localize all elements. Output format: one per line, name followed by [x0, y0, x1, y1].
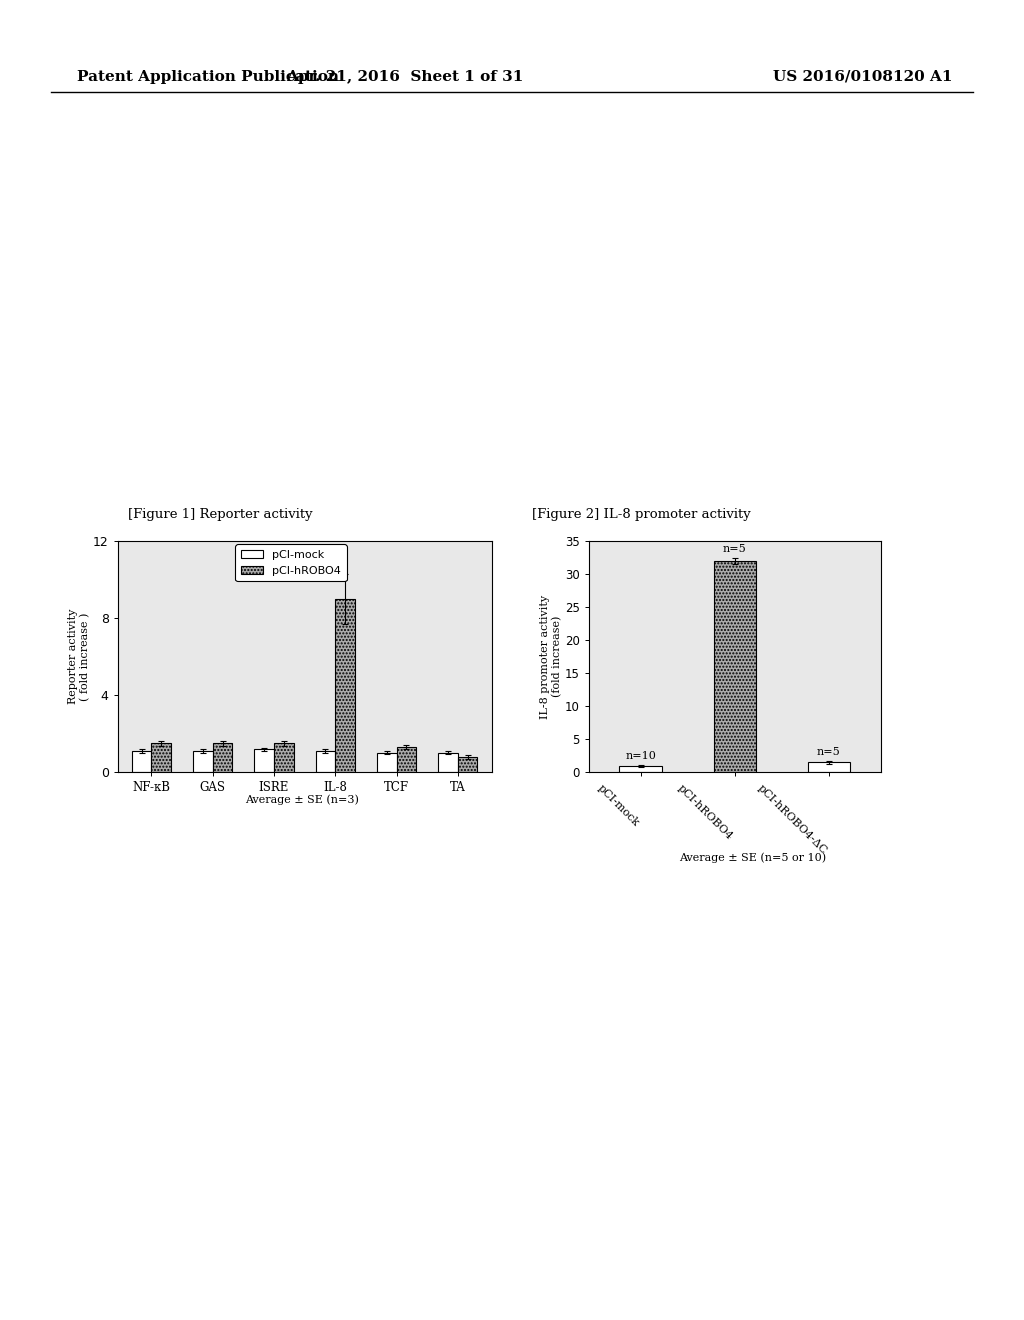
Bar — [152, 743, 171, 772]
Bar — [377, 752, 396, 772]
Bar — [194, 751, 213, 772]
Bar — [620, 766, 662, 772]
Bar — [714, 561, 756, 772]
Bar — [213, 743, 232, 772]
Text: [Figure 2] IL-8 promoter activity: [Figure 2] IL-8 promoter activity — [532, 508, 752, 521]
Text: pCI-hROBO4: pCI-hROBO4 — [676, 783, 734, 841]
Bar — [808, 763, 850, 772]
Y-axis label: Reporter activity
( fold increase ): Reporter activity ( fold increase ) — [69, 609, 90, 705]
Bar — [458, 756, 477, 772]
Bar — [132, 751, 152, 772]
Bar — [335, 599, 355, 772]
Text: Patent Application Publication: Patent Application Publication — [77, 70, 339, 83]
Text: US 2016/0108120 A1: US 2016/0108120 A1 — [773, 70, 952, 83]
Bar — [274, 743, 294, 772]
Text: n=10: n=10 — [625, 751, 656, 762]
Text: pCI-hROBO4-ΔC: pCI-hROBO4-ΔC — [756, 783, 828, 855]
Text: pCI-mock: pCI-mock — [595, 783, 641, 828]
Y-axis label: IL-8 promoter activity
(fold increase): IL-8 promoter activity (fold increase) — [540, 594, 562, 719]
Text: n=5: n=5 — [817, 747, 841, 756]
Bar — [254, 750, 274, 772]
Text: Average ± SE (n=3): Average ± SE (n=3) — [245, 795, 359, 805]
Legend: pCI-mock, pCI-hROBO4: pCI-mock, pCI-hROBO4 — [236, 544, 346, 581]
Bar — [438, 752, 458, 772]
Bar — [315, 751, 335, 772]
Text: n=5: n=5 — [723, 544, 746, 554]
Bar — [396, 747, 416, 772]
Text: Apr. 21, 2016  Sheet 1 of 31: Apr. 21, 2016 Sheet 1 of 31 — [286, 70, 523, 83]
Text: Average ± SE (n=5 or 10): Average ± SE (n=5 or 10) — [679, 853, 826, 863]
Text: [Figure 1] Reporter activity: [Figure 1] Reporter activity — [128, 508, 312, 521]
